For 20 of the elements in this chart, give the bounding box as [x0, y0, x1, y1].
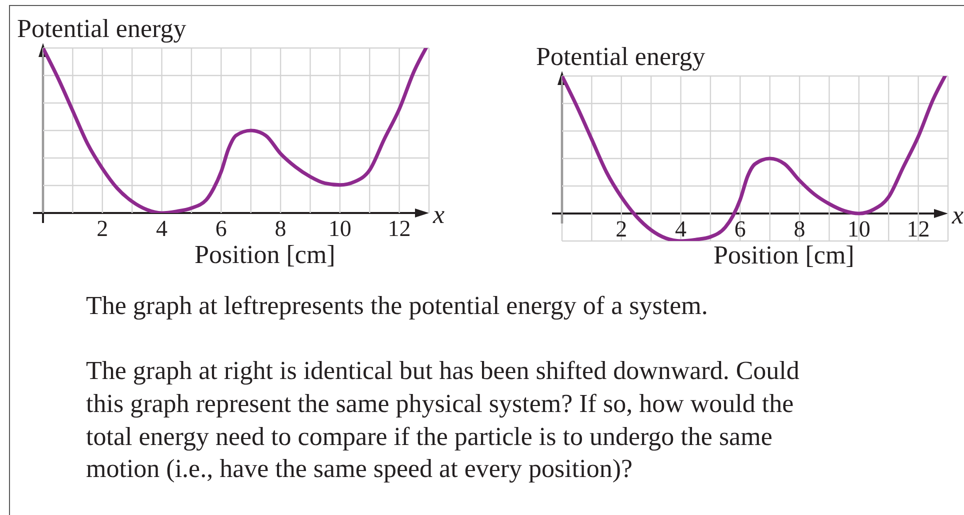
text: x [951, 200, 964, 229]
y-axis-title: Potential energy [536, 42, 706, 70]
x-tick-label: 8 [274, 216, 286, 241]
x-tick-label: 2 [96, 216, 108, 241]
x-tick-label: 12 [906, 216, 930, 241]
text: The graph at right is identical but has been shifted downward. Could this graph represent the same physical system? If so, how would the total energy need to compare if the particle is to undergo the same motion (i.e., have the same speed at every position)? [86, 355, 800, 486]
x-tick-label: 4 [156, 216, 168, 241]
x-tick-label: 4 [675, 216, 688, 241]
x-tick-label: 8 [794, 216, 806, 241]
x-axis-title: Position [cm] [194, 240, 336, 269]
x-tick-label: 12 [388, 216, 411, 241]
text: The graph at leftrepresents the potential energy of a system. [86, 290, 709, 322]
y-axis-title: Potential energy [17, 14, 186, 43]
x-tick-label: 6 [215, 216, 227, 241]
x-axis-title: Position [cm] [714, 240, 854, 269]
text: x [432, 200, 445, 229]
x-tick-label: 6 [734, 216, 746, 241]
x-tick-label: 10 [847, 216, 870, 241]
x-tick-label: 10 [328, 216, 352, 241]
x-tick-label: 2 [616, 216, 628, 241]
